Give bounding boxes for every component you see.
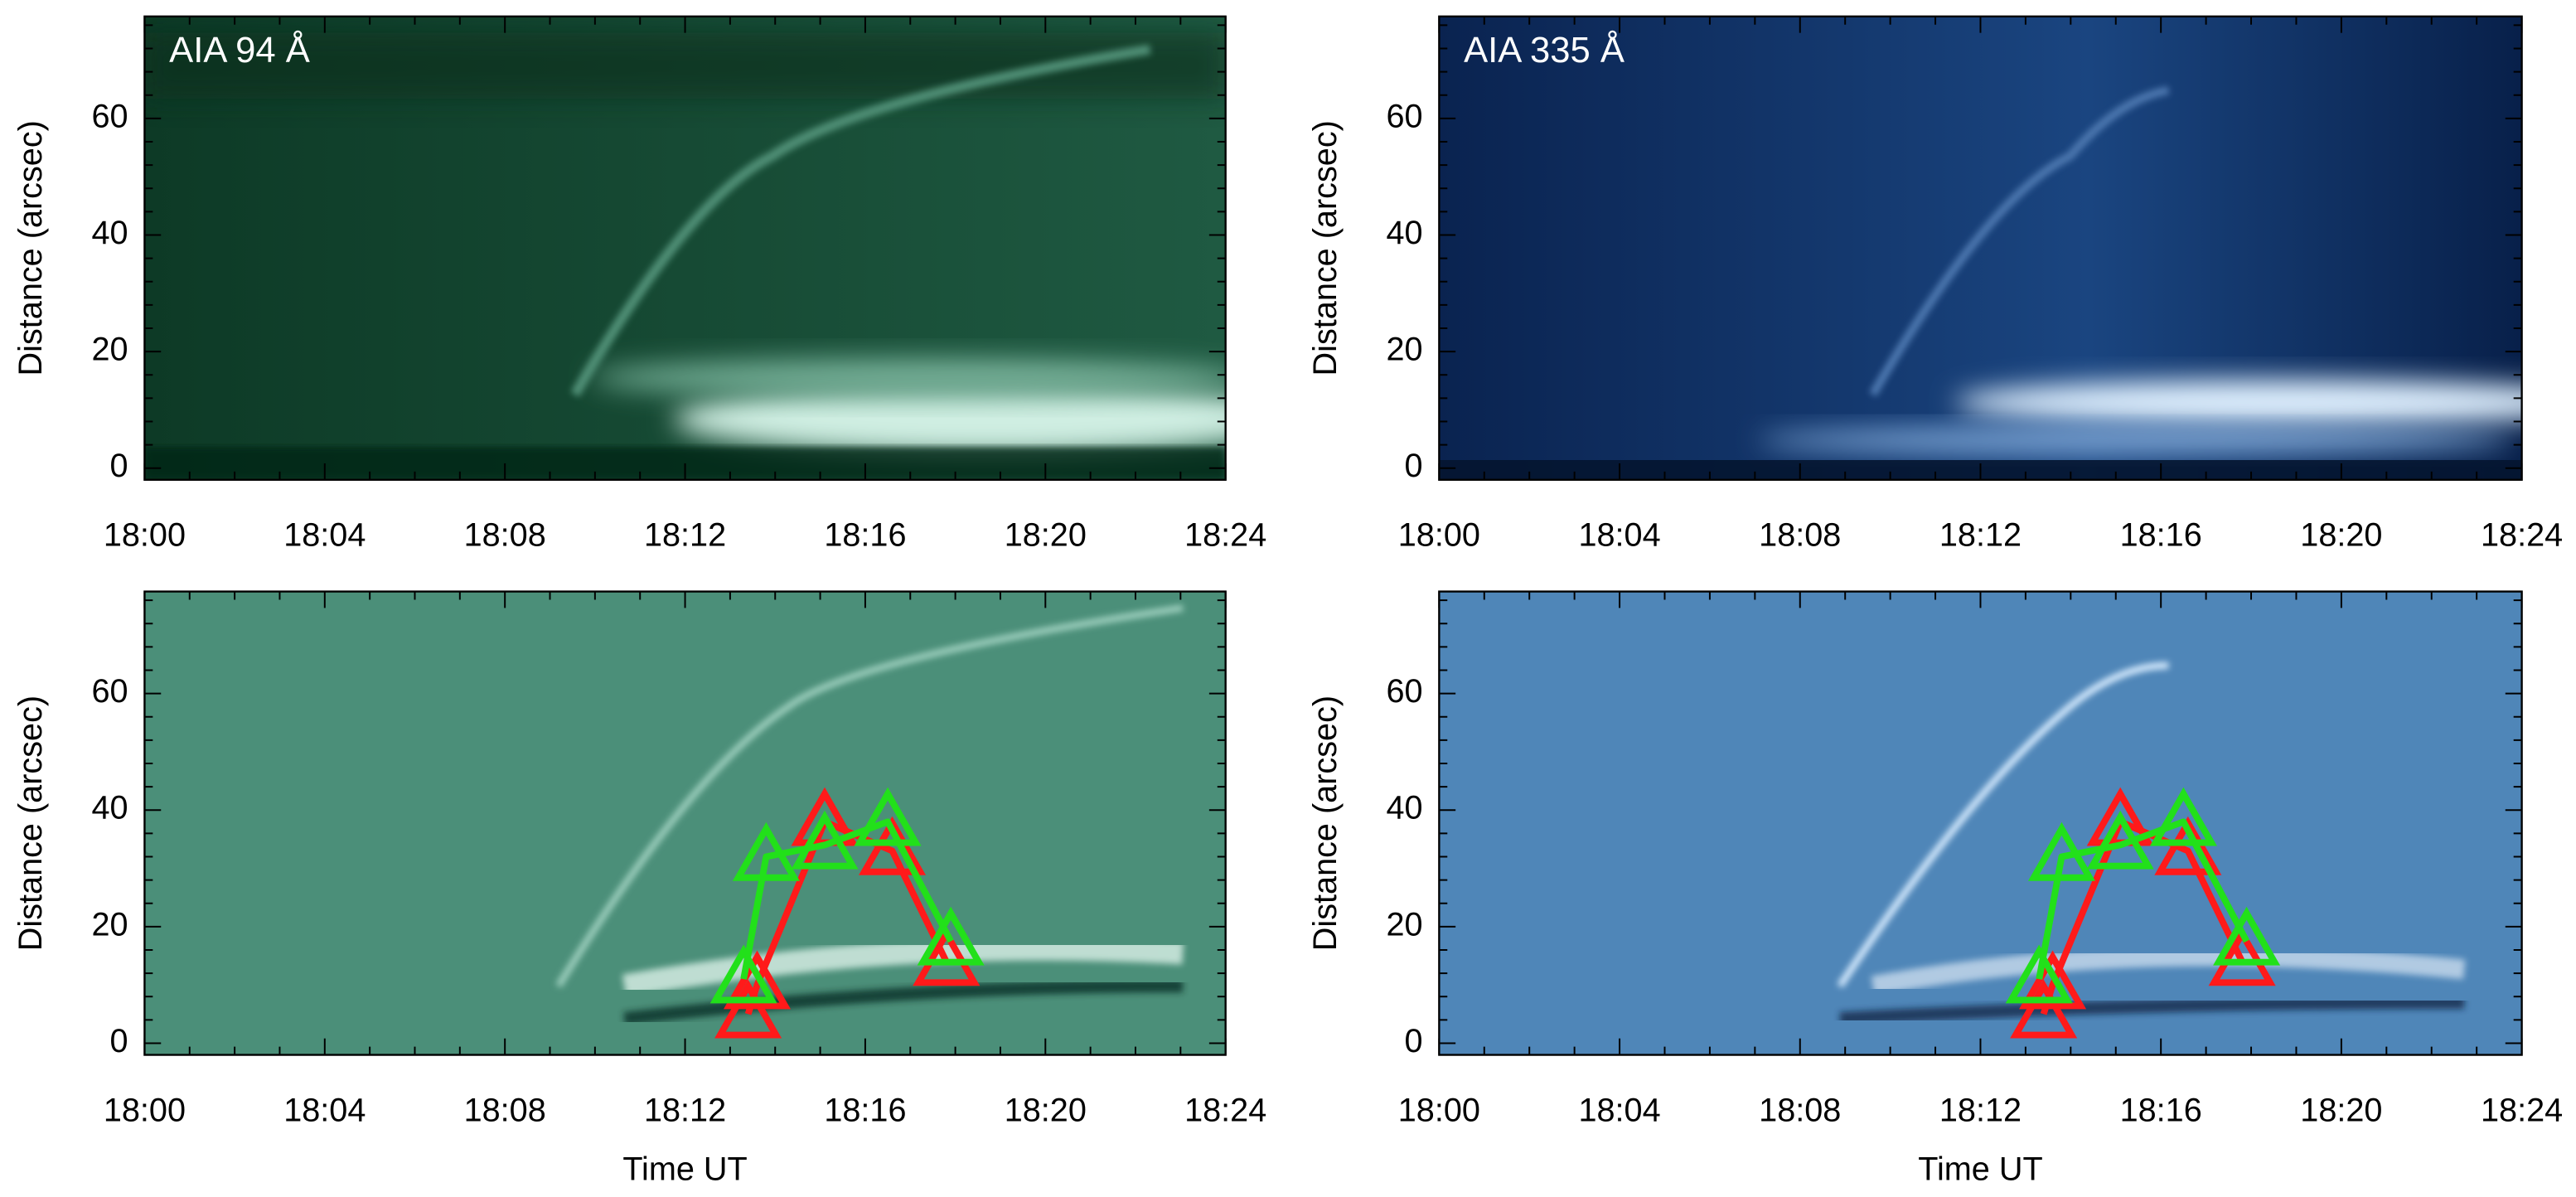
track-marker — [854, 787, 922, 846]
track-marker — [2005, 944, 2073, 1004]
track-marker — [2208, 927, 2276, 986]
track-marker — [791, 810, 859, 870]
y-tick-label: 20 — [92, 332, 128, 368]
track-marker — [709, 944, 777, 1004]
y-tick-label: 40 — [1386, 215, 1422, 251]
track-marker — [917, 906, 985, 966]
y-tick-label: 60 — [1386, 673, 1422, 710]
y-tick-label: 40 — [92, 215, 128, 251]
panel-title: AIA 335 Å — [1464, 30, 1625, 70]
x-tick-label: 18:20 — [1005, 517, 1087, 554]
x-tick-label: 18:16 — [824, 517, 906, 554]
y-tick-label: 60 — [1386, 98, 1422, 134]
x-tick-label: 18:00 — [1398, 517, 1480, 554]
y-tick-label: 60 — [92, 673, 128, 710]
x-tick-label: 18:20 — [2300, 517, 2382, 554]
x-tick-label: 18:00 — [104, 517, 186, 554]
y-axis-label: Distance (arcsec) — [12, 695, 49, 951]
x-tick-label: 18:12 — [644, 1092, 726, 1128]
x-tick-label: 18:04 — [1578, 1092, 1660, 1128]
x-tick-label: 18:24 — [2481, 1092, 2563, 1128]
x-axis-label: Time UT — [1918, 1151, 2042, 1188]
x-tick-label: 18:12 — [1939, 1092, 2022, 1128]
y-tick-label: 0 — [110, 1023, 128, 1059]
x-tick-label: 18:12 — [644, 517, 726, 554]
y-tick-label: 40 — [92, 790, 128, 826]
track-marker — [723, 950, 792, 1010]
track-marker — [913, 927, 981, 986]
y-tick-label: 60 — [92, 98, 128, 134]
track-marker — [732, 821, 800, 881]
track-marker — [2149, 787, 2217, 846]
x-tick-label: 18:08 — [464, 517, 546, 554]
y-tick-label: 0 — [110, 448, 128, 484]
image-94 — [144, 16, 1226, 480]
track-marker — [2010, 979, 2078, 1039]
image-335-diff — [1439, 591, 2522, 1055]
x-tick-label: 18:16 — [2120, 1092, 2202, 1128]
y-tick-label: 0 — [1404, 448, 1422, 484]
panel-title: AIA 94 Å — [169, 30, 310, 70]
x-axis-label: Time UT — [622, 1151, 747, 1188]
track-marker — [2086, 810, 2154, 870]
track-marker — [859, 816, 927, 875]
x-tick-label: 18:00 — [104, 1092, 186, 1128]
x-tick-label: 18:04 — [1578, 517, 1660, 554]
y-tick-label: 20 — [1386, 332, 1422, 368]
track-marker — [714, 979, 782, 1039]
y-axis-label: Distance (arcsec) — [1307, 695, 1344, 951]
y-tick-label: 0 — [1404, 1023, 1422, 1059]
y-tick-label: 40 — [1386, 790, 1422, 826]
track-marker — [2019, 950, 2087, 1010]
x-tick-label: 18:04 — [283, 1092, 366, 1128]
x-tick-label: 18:24 — [1184, 1092, 1266, 1128]
track-marker — [2213, 906, 2281, 966]
x-tick-label: 18:16 — [2120, 517, 2202, 554]
x-tick-label: 18:08 — [1759, 517, 1841, 554]
track-marker — [2154, 816, 2222, 875]
x-tick-label: 18:24 — [2481, 517, 2563, 554]
x-tick-label: 18:16 — [824, 1092, 906, 1128]
track-line — [740, 818, 954, 980]
y-axis-label: Distance (arcsec) — [12, 120, 49, 376]
x-tick-label: 18:12 — [1939, 517, 2022, 554]
x-tick-label: 18:20 — [1005, 1092, 1087, 1128]
x-tick-label: 18:04 — [283, 517, 366, 554]
track-marker — [2027, 821, 2095, 881]
y-tick-label: 20 — [92, 906, 128, 943]
track-line — [2036, 818, 2250, 980]
image-94-diff — [144, 591, 1226, 1055]
x-tick-label: 18:24 — [1184, 517, 1266, 554]
y-axis-label: Distance (arcsec) — [1307, 120, 1344, 376]
y-tick-label: 20 — [1386, 906, 1422, 943]
x-tick-label: 18:08 — [1759, 1092, 1841, 1128]
x-tick-label: 18:20 — [2300, 1092, 2382, 1128]
image-335 — [1439, 16, 2522, 480]
x-tick-label: 18:08 — [464, 1092, 546, 1128]
x-tick-label: 18:00 — [1398, 1092, 1480, 1128]
